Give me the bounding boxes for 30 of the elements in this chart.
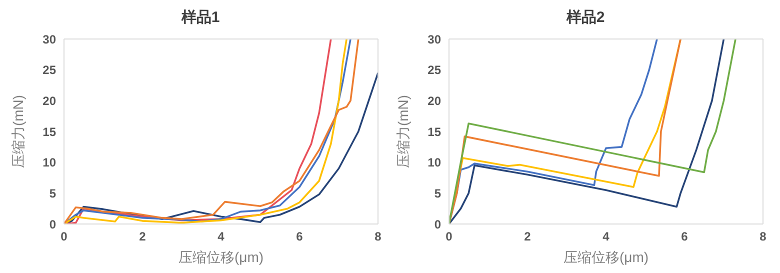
y-tick-label: 30 (428, 32, 442, 46)
y-tick-label: 20 (428, 94, 442, 108)
x-tick-label: 6 (681, 230, 688, 244)
y-tick-label: 10 (428, 156, 442, 170)
y-tick-label: 30 (42, 32, 56, 46)
y-tick-label: 0 (434, 217, 442, 232)
y-tick-label: 25 (42, 63, 56, 78)
x-tick-label: 0 (60, 230, 68, 244)
x-axis-title: 压缩位移(μm) (563, 249, 649, 265)
x-tick-label: 8 (374, 230, 382, 244)
y-axis-title: 压缩力(mN) (10, 94, 26, 168)
y-tick-label: 15 (42, 124, 56, 139)
chart-title: 样品1 (180, 8, 221, 28)
x-axis-title: 压缩位移(μm) (178, 249, 264, 265)
y-tick-label: 5 (434, 186, 442, 200)
y-tick-label: 20 (42, 94, 56, 108)
y-tick-label: 0 (49, 217, 56, 232)
x-tick-label: 4 (602, 230, 610, 244)
y-tick-label: 10 (42, 156, 56, 170)
x-tick-label: 4 (218, 230, 225, 244)
y-tick-label: 5 (49, 186, 56, 200)
x-tick-label: 8 (760, 230, 767, 244)
y-tick-label: 15 (428, 124, 442, 139)
y-axis-title: 压缩力(mN) (394, 94, 411, 168)
x-tick-label: 2 (524, 230, 532, 244)
x-tick-label: 2 (139, 230, 146, 244)
x-tick-label: 0 (446, 230, 453, 244)
x-tick-label: 6 (296, 230, 304, 244)
chart-title: 样品2 (565, 8, 606, 28)
y-tick-label: 25 (428, 63, 442, 78)
